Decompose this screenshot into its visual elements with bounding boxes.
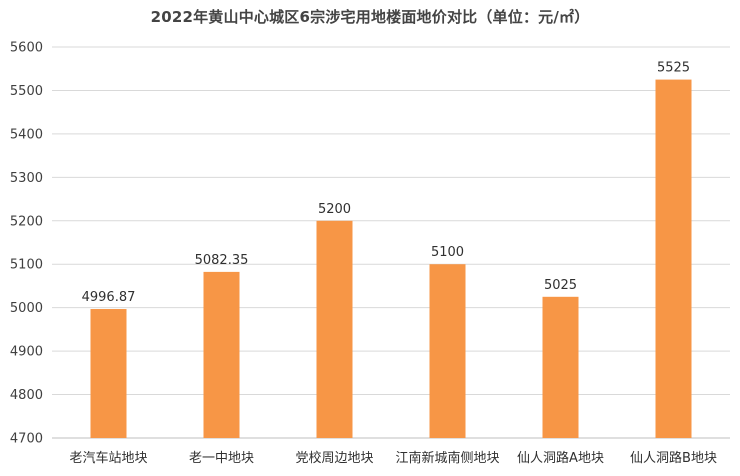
bar [655,79,692,438]
bar [429,264,466,438]
y-axis-ticks: 4700 4800 4900 5000 5100 5200 5300 5400 5500 5600 [10,41,43,447]
gridlines [52,46,730,439]
y-tick-label: 4700 [10,432,43,447]
bar-value-label: 5200 [318,202,351,217]
bar-value-label: 4996.87 [82,290,136,305]
bar [316,220,353,438]
bar-value-label: 5100 [431,245,464,260]
x-category-label: 党校周边地块 [295,450,373,466]
y-tick-label: 5600 [10,41,43,56]
x-axis-categories: 老汽车站地块 老一中地块 党校周边地块 江南新城南侧地块 仙人洞路A地块 仙人洞路B地块 [69,450,716,466]
x-category-label: 仙人洞路A地块 [517,450,604,466]
y-tick-label: 5100 [10,258,43,273]
bar [542,296,579,438]
x-category-label: 老汽车站地块 [69,450,147,466]
y-tick-label: 5200 [10,214,43,229]
y-tick-label: 5500 [10,84,43,99]
bars [90,79,692,438]
y-tick-label: 4900 [10,345,43,360]
bar [203,271,240,438]
data-labels: 4996.87 5082.35 5200 5100 5025 5525 [82,61,690,305]
y-tick-label: 5300 [10,171,43,186]
x-category-label: 江南新城南侧地块 [395,450,499,466]
y-tick-label: 5000 [10,301,43,316]
bar-value-label: 5082.35 [195,253,249,268]
y-tick-label: 4800 [10,388,43,403]
chart-title: 2022年黄山中心城区6宗涉宅用地楼面地价对比（单位：元/㎡） [150,8,590,26]
x-category-label: 仙人洞路B地块 [630,450,717,466]
bar-value-label: 5525 [657,61,690,76]
bar-value-label: 5025 [544,278,577,293]
y-tick-label: 5400 [10,127,43,142]
x-category-label: 老一中地块 [189,451,254,466]
bar [90,309,127,438]
